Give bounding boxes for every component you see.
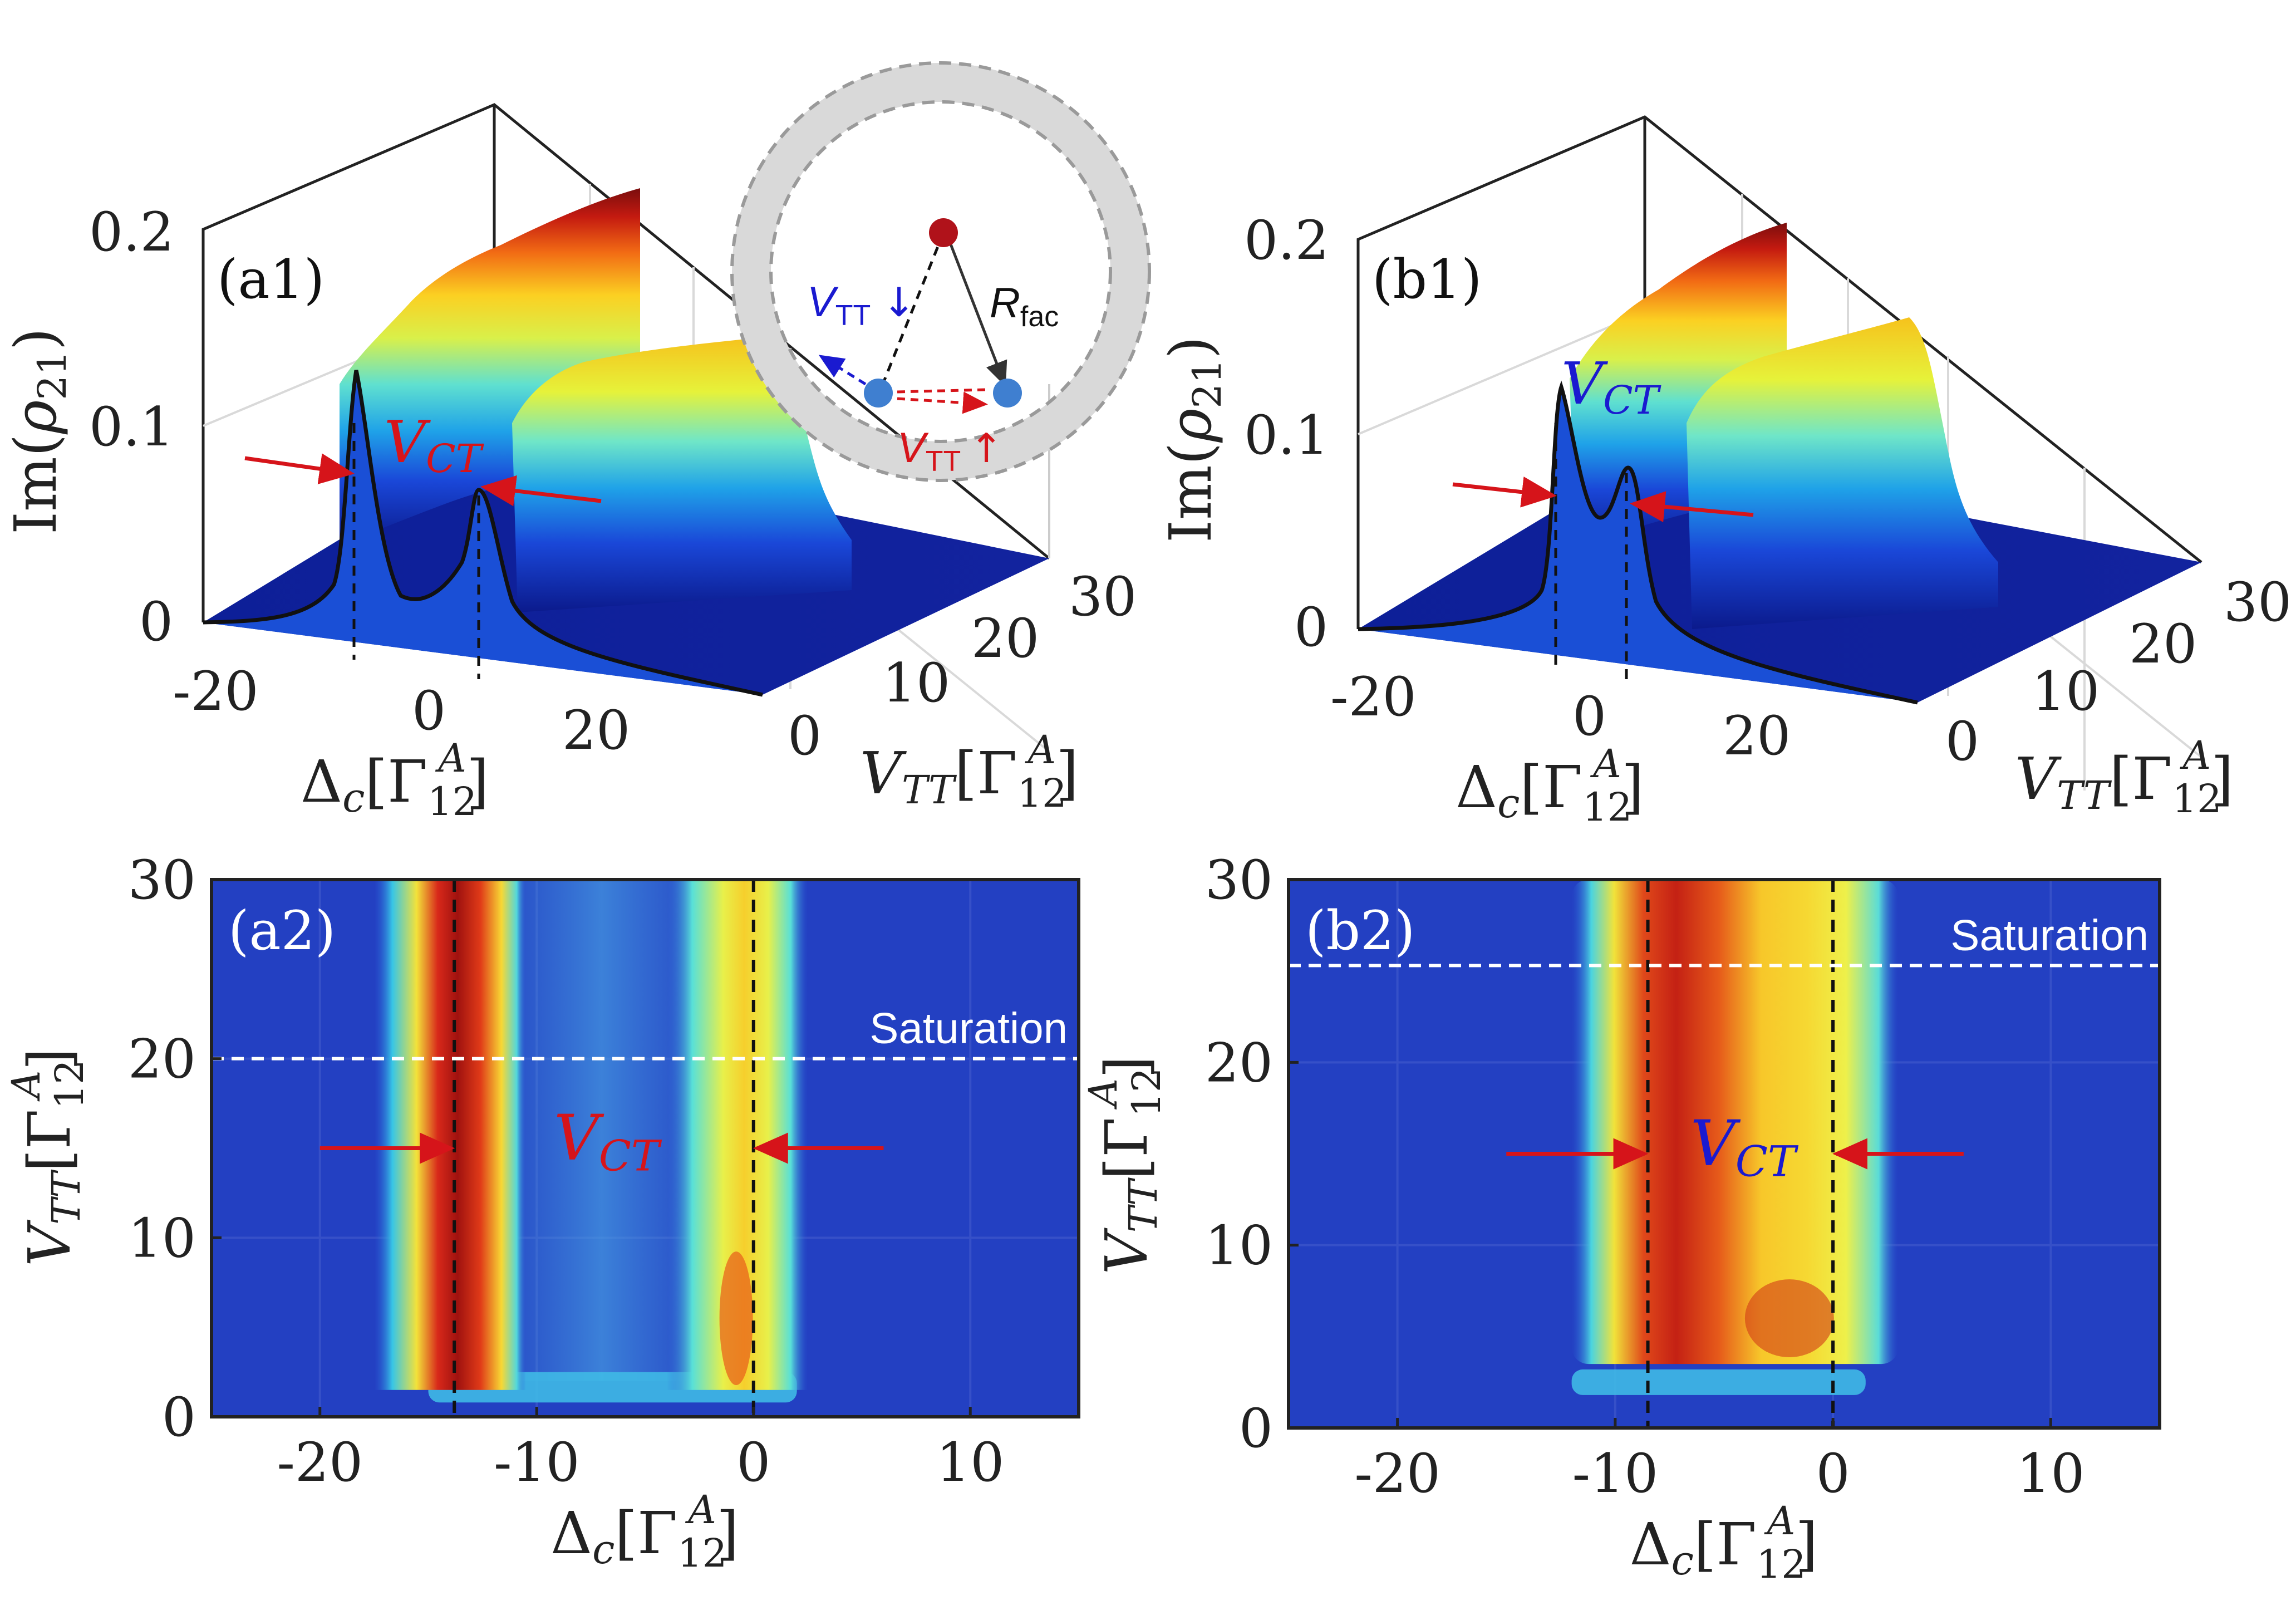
inset-blue-dot-right [993,379,1022,408]
a2-xtick-label: -20 [277,1431,363,1494]
b1-panel-label: (b1) [1372,248,1482,311]
svg-text:-20: -20 [1330,666,1417,728]
a1-ridge-front [512,337,852,612]
b1-x-label: Δc[Γ12A] [1456,741,1644,830]
a1-arrow-right [480,475,602,507]
svg-text:0: 0 [1572,685,1606,748]
b2-frame [1287,878,2161,1430]
a2-ytick-label: 10 [128,1207,196,1269]
a1-front-curve [203,370,763,697]
inset-blue-arrow [818,355,867,386]
b1-y-ticks: 0 10 20 30 [1945,571,2292,773]
a1-y-label: VTT[Γ12A] [860,727,1079,816]
b2-xtick-label: -10 [1572,1442,1659,1505]
panel-a1: VCT (a1) 0 0.1 0.2 Im(ρ21) -20 0 20 Δc[Γ… [2,103,1137,824]
a1-z-ticks: 0 0.1 0.2 [89,201,174,653]
a2-frame [210,878,1080,1418]
b1-x-ticks: -20 0 20 [1330,666,1791,767]
svg-text:20: 20 [1723,705,1791,767]
svg-text:30: 30 [2224,571,2292,634]
inset-vtt-red-arrow: ↑ [970,425,1003,472]
panel-b1: VCT (b1) 0 0.1 0.2 Im(ρ21) -20 0 20 Δc[Γ… [1157,115,2292,830]
inset-red-arrow [897,391,988,414]
a2-hot-spot [719,1251,753,1386]
a2-xtick-label: 10 [936,1431,1004,1494]
b2-xtick-label: 10 [2017,1442,2084,1505]
svg-text:0.2: 0.2 [1244,209,1329,272]
svg-text:10: 10 [882,652,950,714]
a2-band-red [374,880,526,1390]
a1-x-label: Δc[Γ12A] [301,735,489,824]
b1-front-fill [1358,387,1918,703]
a1-z-label: Im(ρ21) [2,328,75,534]
inset-ring-inner-dash [769,100,1112,443]
svg-text:0.1: 0.1 [1244,404,1329,467]
a2-x-label: Δc[Γ12A] [550,1487,739,1576]
b1-ridge-front [1687,317,1998,629]
a2-y-label: VTT[Γ12A] [3,1048,92,1267]
inset-dashed-radius [878,232,945,393]
a1-x-ticks: -20 0 20 [173,660,630,762]
b1-z-label: Im(ρ21) [1157,336,1230,543]
svg-text:0.1: 0.1 [89,396,174,458]
a2-xtick-label: 0 [736,1431,770,1494]
inset-ring-outer-dash [730,61,1151,482]
b1-arrow-right [1630,491,1754,523]
b2-ytick-label: 30 [1205,849,1273,911]
svg-text:20: 20 [562,699,630,762]
b1-arrow-left [1452,476,1557,508]
b2-ytick-label: 0 [1239,1397,1273,1460]
a1-arrow-left [244,453,355,484]
svg-text:0: 0 [139,591,173,653]
b1-y-label: VTT[Γ12A] [2015,733,2234,822]
svg-text:0.2: 0.2 [89,201,174,263]
svg-text:10: 10 [2032,660,2100,723]
a1-panel-label: (a1) [217,248,325,311]
inset-vtt-blue-arrow: ↓ [882,279,916,326]
b2-hot-spot [1744,1279,1834,1357]
svg-text:0: 0 [412,680,446,742]
svg-text:-20: -20 [173,660,259,723]
a2-ytick-label: 20 [128,1028,196,1091]
inset-vtt-blue: VTT [807,278,871,332]
inset-ring-diagram: VTT ↓ Rfac VTT ↑ [730,61,1151,482]
svg-text:0: 0 [1294,596,1328,659]
b1-front-curve [1358,380,1918,705]
b2-y-label: VTT[Γ12A] [1080,1056,1169,1274]
svg-text:0: 0 [1945,710,1979,773]
b2-x-label: Δc[Γ12A] [1630,1498,1818,1587]
inset-r-fac-line [945,232,1007,387]
inset-rfac: Rfac [990,279,1059,333]
b2-xtick-label: -20 [1354,1442,1440,1505]
inset-ring [732,63,1149,480]
b2-ytick-label: 10 [1205,1215,1273,1277]
a2-xtick-label: -10 [494,1431,580,1494]
a1-y-ticks: 0 10 20 30 [788,566,1137,767]
a1-front-fill [203,370,763,695]
a2-ytick-label: 30 [128,849,196,911]
inset-vtt-red: VTT [897,424,961,478]
a2-panel-label: (a2) [228,900,336,962]
b2-xtick-label: 0 [1816,1442,1850,1505]
a2-saturation-label: Saturation [869,1004,1068,1053]
b2-bottom-strip [1571,1369,1866,1395]
b2-ytick-label: 20 [1205,1032,1273,1094]
b2-saturation-label: Saturation [1950,910,2148,959]
b2-panel-label: (b2) [1305,900,1415,962]
svg-text:30: 30 [1069,566,1137,628]
svg-text:20: 20 [2129,613,2197,675]
svg-text:20: 20 [971,607,1039,670]
inset-blue-dot-left [864,379,893,408]
svg-text:0: 0 [788,705,822,767]
b2-band-wide [1571,880,1899,1364]
inset-center-dot [929,218,958,247]
a2-ytick-label: 0 [162,1386,196,1449]
b1-z-ticks: 0 0.1 0.2 [1244,209,1329,659]
